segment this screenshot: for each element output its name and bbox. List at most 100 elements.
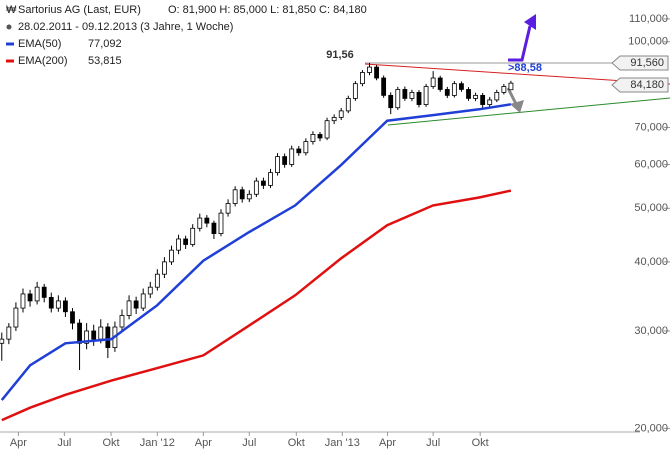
candle-body	[211, 222, 217, 234]
candle-body	[317, 134, 323, 139]
x-tick-label: Jan '12	[140, 437, 175, 449]
candle-body	[34, 286, 40, 302]
candle-body	[430, 77, 436, 87]
candle-body	[154, 273, 160, 288]
candle-body	[218, 212, 224, 234]
candle-body	[169, 249, 174, 263]
candle-body	[296, 148, 302, 154]
peak-label: 91,56	[326, 49, 354, 61]
candle-body	[98, 326, 104, 340]
y-tick-label: 20,000	[634, 422, 668, 434]
candle-body	[282, 156, 288, 165]
candle-body	[27, 293, 33, 302]
candle-body	[367, 66, 372, 73]
y-tick-label: 30,000	[634, 325, 668, 337]
candle-body	[324, 120, 330, 139]
candle-body	[388, 94, 394, 109]
support-line	[387, 97, 670, 126]
x-tick-label: Okt	[288, 437, 305, 449]
candle-body	[63, 300, 68, 313]
candle-body	[197, 217, 203, 229]
candle-body	[508, 82, 514, 91]
arrow-down	[506, 87, 518, 105]
candle-body	[261, 180, 266, 186]
x-tick-label: Jul	[57, 437, 71, 449]
candle-body	[409, 91, 415, 99]
candle-body	[459, 83, 464, 90]
candle-body	[147, 286, 153, 295]
candle-body	[126, 300, 132, 316]
candle-body	[289, 148, 295, 165]
candle-body	[48, 297, 54, 309]
x-tick-label: Jul	[242, 437, 256, 449]
candle-body	[77, 322, 82, 344]
arrow-down-head	[510, 100, 524, 113]
y-tick-label: 100,000	[628, 36, 668, 48]
candle-body	[133, 300, 139, 309]
x-tick-label: Apr	[379, 437, 396, 449]
date-range: 28.02.2011 - 09.12.2013 (3 Jahre, 1 Woch…	[18, 21, 233, 33]
candle-body	[246, 193, 252, 200]
box-label: 84,180	[630, 79, 664, 91]
candle-body	[140, 293, 146, 309]
price-box	[611, 77, 669, 93]
y-tick-label: 70,000	[634, 121, 668, 133]
candle-body	[473, 94, 478, 99]
candle-body	[310, 134, 316, 142]
candle-body	[105, 326, 111, 348]
y-tick-label: 110,000	[629, 13, 668, 25]
arrow-up	[508, 25, 532, 62]
x-tick-label: Okt	[102, 437, 119, 449]
candle-body	[91, 330, 97, 340]
candle-body	[6, 326, 12, 340]
candle-body	[480, 94, 486, 105]
date-icon	[6, 24, 12, 30]
candle-body	[20, 293, 26, 309]
candle-body	[183, 238, 189, 245]
candle-body	[275, 156, 280, 174]
candle-body	[487, 99, 493, 105]
title: Sartorius AG (Last, EUR)	[18, 4, 141, 16]
y-tick-label: 40,000	[634, 256, 668, 268]
candle-body	[239, 189, 245, 200]
candle-body	[0, 338, 5, 344]
candle-body	[345, 98, 351, 112]
ohlc: O: 81,900 H: 85,000 L: 81,850 C: 84,180	[168, 4, 367, 16]
candle-body	[225, 203, 231, 214]
candle-body	[444, 89, 450, 96]
ema-line	[0, 103, 512, 401]
candle-body	[232, 189, 238, 204]
price-box	[611, 55, 669, 71]
candle-body	[451, 83, 457, 96]
x-tick-label: Jul	[426, 437, 440, 449]
legend-value: 53,815	[88, 55, 122, 67]
box-label: 91,560	[630, 57, 664, 69]
ema-line	[1, 189, 512, 422]
candle-body	[70, 311, 75, 324]
candle-body	[494, 91, 500, 101]
candle-body	[84, 330, 90, 344]
candle-body	[501, 86, 507, 93]
candle-body	[338, 110, 344, 118]
candle-body	[331, 116, 337, 122]
x-tick-label: Apr	[195, 437, 212, 449]
candle-body	[381, 77, 387, 96]
target-label: >88,58	[508, 62, 542, 74]
candle-body	[190, 227, 196, 245]
candle-body	[423, 86, 429, 105]
candle-body	[176, 238, 181, 251]
legend-value: 77,092	[88, 38, 122, 50]
candle-body	[162, 261, 167, 275]
legend-name: EMA(50)	[18, 38, 61, 50]
x-tick-label: Apr	[10, 437, 27, 449]
candle-body	[204, 217, 210, 224]
y-tick-label: 60,000	[634, 158, 668, 170]
arrow-up-head	[524, 14, 536, 30]
candle-body	[13, 307, 19, 328]
candle-body	[119, 315, 125, 328]
legend-name: EMA(200)	[18, 55, 68, 67]
candle-body	[360, 72, 365, 85]
candle-body	[253, 180, 259, 195]
candle-body	[303, 141, 309, 154]
